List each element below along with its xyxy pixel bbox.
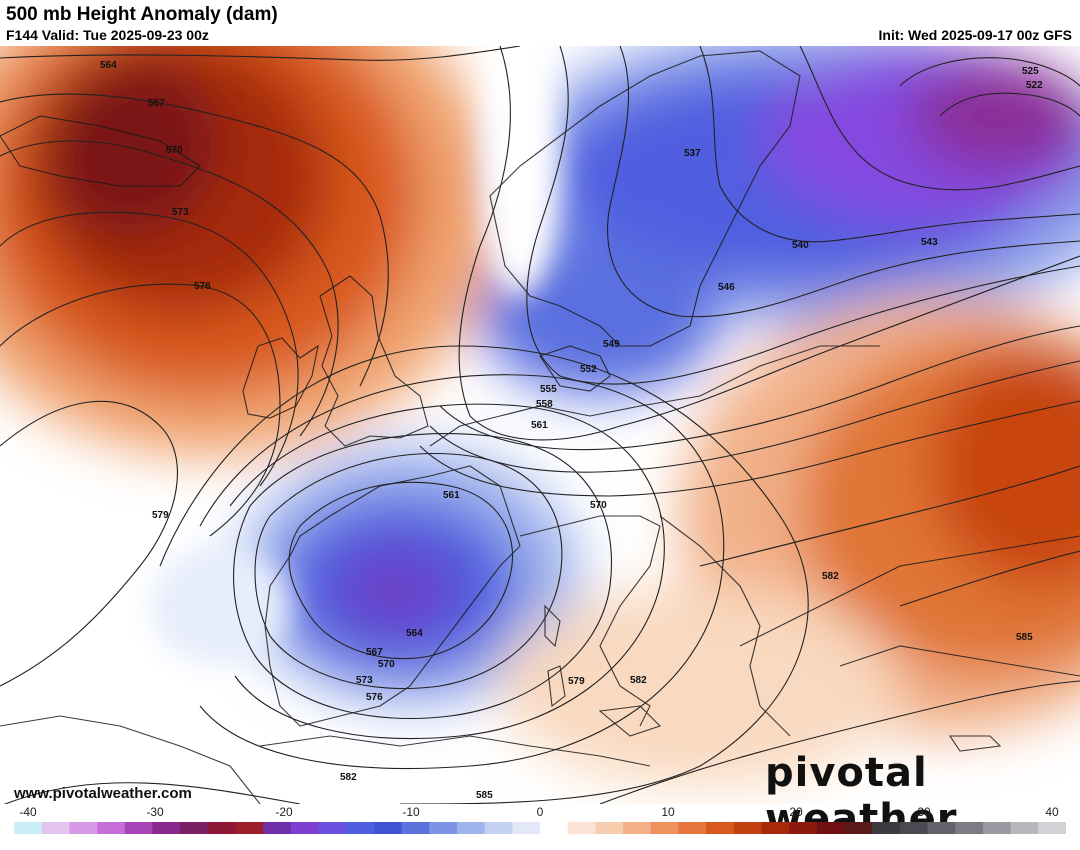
contour-label: 543 xyxy=(921,237,938,248)
colorbar-swatch xyxy=(69,822,98,834)
colorbar-swatch xyxy=(982,822,1012,834)
colorbar-swatch xyxy=(706,822,735,834)
colorbar-tick: 0 xyxy=(536,805,544,819)
colorbar-swatch xyxy=(512,822,541,834)
contour-label: 573 xyxy=(356,675,373,686)
contour-label: 561 xyxy=(531,420,548,431)
colorbar-swatch xyxy=(290,822,320,834)
colorbar-swatch xyxy=(595,822,624,834)
colorbar-tick: -10 xyxy=(402,805,420,819)
contour-label: 573 xyxy=(172,207,189,218)
colorbar-swatch xyxy=(180,822,209,834)
colorbar-swatch xyxy=(263,822,292,834)
map-title: 500 mb Height Anomaly (dam) xyxy=(6,4,278,25)
contour-label: 579 xyxy=(152,510,169,521)
colorbar-swatch xyxy=(955,822,984,834)
colorbar-swatch xyxy=(816,822,846,834)
contour-label: 582 xyxy=(340,772,357,783)
contour-label: 522 xyxy=(1026,80,1043,91)
colorbar-swatch xyxy=(899,822,929,834)
colorbar-swatch xyxy=(152,822,181,834)
colorbar-swatch xyxy=(623,822,652,834)
contour-label: 546 xyxy=(718,282,735,293)
colorbar-swatch xyxy=(789,822,818,834)
colorbar-swatch xyxy=(567,822,596,834)
contour-label: 576 xyxy=(366,692,383,703)
contour-label: 567 xyxy=(366,647,383,658)
contour-label: 582 xyxy=(630,675,647,686)
contour-label: 549 xyxy=(603,339,620,350)
colorbar-swatch xyxy=(124,822,154,834)
colorbar-swatch xyxy=(318,822,347,834)
colorbar-swatch xyxy=(235,822,264,834)
anomaly-map: 564 567 570 573 576 579 537 540 543 546 … xyxy=(0,46,1080,804)
contour-label: 570 xyxy=(378,659,395,670)
colorbar-swatch xyxy=(97,822,126,834)
colorbar-swatch xyxy=(1038,822,1066,834)
colorbar-swatch xyxy=(761,822,790,834)
colorbar-swatch xyxy=(540,822,569,834)
colorbar-swatch xyxy=(844,822,873,834)
colorbar-swatch xyxy=(429,822,458,834)
colorbar-swatch xyxy=(401,822,430,834)
init-time-label: Init: Wed 2025-09-17 00z GFS xyxy=(878,27,1072,43)
colorbar-ticks: -40 -30 -20 -10 0 10 20 30 40 xyxy=(0,805,1080,821)
colorbar-tick: -30 xyxy=(146,805,164,819)
valid-time-label: F144 Valid: Tue 2025-09-23 00z xyxy=(6,27,209,43)
contour-label: 570 xyxy=(590,500,607,511)
colorbar-swatch xyxy=(1010,822,1039,834)
website-watermark: www.pivotalweather.com xyxy=(14,785,192,802)
colorbar-swatch xyxy=(41,822,70,834)
contour-label: 576 xyxy=(194,281,211,292)
colorbar-swatch xyxy=(346,822,375,834)
colorbar-swatch xyxy=(14,822,43,834)
contour-label: 558 xyxy=(536,399,553,410)
colorbar-swatch xyxy=(650,822,680,834)
contour-label: 582 xyxy=(822,571,839,582)
colorbar-swatch xyxy=(373,822,403,834)
contour-label: 564 xyxy=(406,628,423,639)
colorbar-tick: -40 xyxy=(19,805,37,819)
colorbar-tick: 40 xyxy=(1045,805,1059,819)
colorbar-tick: 30 xyxy=(917,805,931,819)
colorbar-swatch xyxy=(678,822,707,834)
contour-label: 579 xyxy=(568,676,585,687)
map-header: 500 mb Height Anomaly (dam) F144 Valid: … xyxy=(0,0,1080,46)
colorbar-tick: 10 xyxy=(661,805,675,819)
contour-label: 552 xyxy=(580,364,597,375)
contour-label: 585 xyxy=(476,790,493,801)
colorbar-tick: 20 xyxy=(789,805,803,819)
contour-label: 525 xyxy=(1022,66,1039,77)
contour-label: 561 xyxy=(443,490,460,501)
colorbar-swatch xyxy=(872,822,901,834)
colorbar-swatch xyxy=(456,822,486,834)
contour-label: 585 xyxy=(1016,632,1033,643)
contour-label: 540 xyxy=(792,240,809,251)
contour-label: 564 xyxy=(100,60,117,71)
colorbar-swatch xyxy=(733,822,763,834)
contour-label: 537 xyxy=(684,148,701,159)
contour-label: 567 xyxy=(148,98,165,109)
colorbar-tick: -20 xyxy=(275,805,293,819)
contour-label: 555 xyxy=(540,384,557,395)
colorbar-swatch xyxy=(207,822,237,834)
colorbar-swatch xyxy=(484,822,513,834)
brand-logo: pivotal weather xyxy=(765,750,958,842)
contour-label: 570 xyxy=(166,145,183,156)
colorbar xyxy=(14,822,1066,834)
colorbar-swatch xyxy=(927,822,956,834)
